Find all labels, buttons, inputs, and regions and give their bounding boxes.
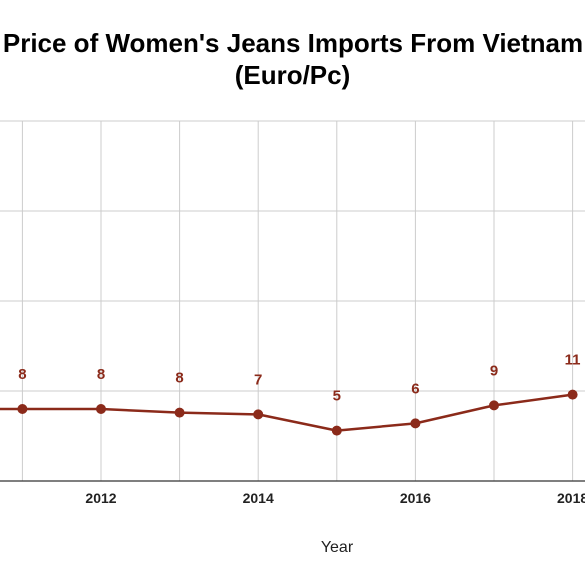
- series-line: [0, 393, 573, 432]
- data-point: [96, 404, 106, 414]
- data-point: [410, 418, 421, 429]
- x-tick-label: 2012: [85, 490, 116, 506]
- chart-title: Price of Women's Jeans Imports From Viet…: [2, 28, 584, 58]
- x-tick-label: 2014: [243, 490, 274, 506]
- data-label: 9: [490, 362, 498, 379]
- data-label: 6: [411, 380, 419, 397]
- x-axis-title: Year: [321, 539, 354, 556]
- data-label: 8: [97, 366, 105, 383]
- data-label: 7: [254, 371, 262, 388]
- data-point: [174, 407, 185, 418]
- data-label: 5: [333, 388, 341, 405]
- chart-subtitle: (Euro/Pc): [234, 60, 351, 90]
- x-tick-label: 2016: [400, 490, 431, 506]
- data-point: [253, 409, 264, 420]
- data-point: [567, 389, 578, 400]
- data-point: [331, 425, 342, 436]
- data-label: 8: [175, 370, 183, 387]
- x-tick-label: 2018: [557, 490, 585, 506]
- data-point: [489, 400, 499, 411]
- data-point: [17, 404, 28, 414]
- data-label: 11: [565, 352, 581, 369]
- data-label: 8: [18, 366, 26, 383]
